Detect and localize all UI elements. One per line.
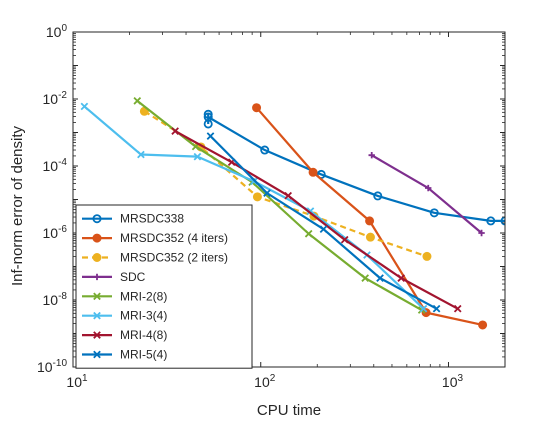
y-tick-label: 100 — [46, 23, 68, 40]
data-point — [365, 232, 375, 242]
y-tick-label: 10-2 — [43, 90, 68, 107]
data-point — [432, 304, 441, 313]
data-point — [425, 184, 432, 192]
data-point — [304, 229, 313, 238]
data-point — [422, 251, 432, 261]
legend-marker — [93, 273, 101, 281]
data-point — [306, 207, 315, 215]
legend-label: SDC — [120, 270, 146, 284]
data-point — [206, 132, 215, 140]
legend-marker — [93, 350, 101, 359]
legend-entry: MRI-3(4) — [82, 309, 167, 323]
legend-marker — [93, 311, 101, 320]
y-tick-label: 10-6 — [43, 224, 68, 241]
series-line — [174, 130, 459, 310]
data-point — [478, 320, 488, 330]
legend-entry: MRI-4(8) — [82, 328, 167, 342]
legend-marker — [93, 331, 101, 339]
x-axis-label: CPU time — [257, 402, 321, 419]
data-point — [137, 150, 145, 159]
data-point — [260, 145, 270, 155]
x-tick-label: 101 — [66, 373, 88, 390]
legend-entry: MRSDC352 (4 iters) — [82, 231, 228, 245]
legend-entry: MRI-5(4) — [82, 348, 167, 362]
y-tick-label: 10-8 — [43, 291, 68, 308]
data-point — [368, 152, 375, 159]
series-8 — [206, 132, 441, 313]
data-point — [365, 216, 375, 226]
data-point — [373, 191, 383, 201]
data-point — [421, 308, 431, 318]
legend-entry: MRSDC338 — [82, 212, 184, 226]
data-point — [80, 102, 89, 111]
data-point — [429, 208, 439, 218]
data-point — [171, 127, 179, 135]
data-point — [340, 235, 349, 244]
y-tick-label: 10-10 — [37, 358, 67, 375]
data-point — [252, 103, 262, 113]
data-point — [308, 167, 318, 177]
series-line — [136, 99, 423, 312]
legend-label: MRI-4(8) — [120, 328, 167, 342]
x-tick-label: 102 — [254, 373, 276, 390]
data-point — [252, 192, 262, 202]
legend-marker — [92, 214, 102, 224]
legend-label: MRSDC352 (2 iters) — [120, 251, 228, 265]
legend-marker — [92, 233, 102, 243]
data-point — [478, 229, 485, 237]
legend-entry: SDC — [82, 270, 146, 284]
data-point — [284, 191, 293, 200]
series-7 — [171, 127, 462, 313]
data-point — [486, 216, 496, 226]
x-tick-label: 103 — [442, 373, 464, 390]
data-point — [133, 97, 142, 105]
series-4 — [368, 152, 485, 237]
series-line — [207, 113, 505, 222]
data-point — [263, 189, 271, 197]
data-point — [319, 225, 328, 234]
legend-label: MRI-3(4) — [120, 309, 167, 323]
legend-entry: MRI-2(8) — [82, 289, 167, 303]
legend-label: MRI-5(4) — [120, 348, 167, 362]
data-point — [203, 109, 213, 119]
legend-label: MRSDC338 — [120, 212, 184, 226]
series-group — [80, 97, 505, 330]
y-tick-label: 10-4 — [43, 157, 68, 174]
legend-entry: MRSDC352 (2 iters) — [82, 251, 228, 265]
y-axis-label: Inf-norm error of density — [9, 125, 26, 286]
legend-marker — [92, 252, 102, 262]
legend-marker — [93, 292, 101, 301]
data-point — [361, 274, 370, 282]
data-point — [453, 304, 462, 313]
legend-box — [75, 204, 253, 369]
series-1 — [203, 109, 505, 226]
series-2 — [252, 103, 488, 330]
legend-label: MRSDC352 (4 iters) — [120, 231, 228, 245]
data-point — [419, 304, 428, 313]
legend-label: MRI-2(8) — [120, 289, 167, 303]
data-point — [397, 274, 406, 282]
data-point — [193, 152, 202, 161]
data-point — [376, 274, 384, 282]
data-point — [203, 112, 213, 122]
